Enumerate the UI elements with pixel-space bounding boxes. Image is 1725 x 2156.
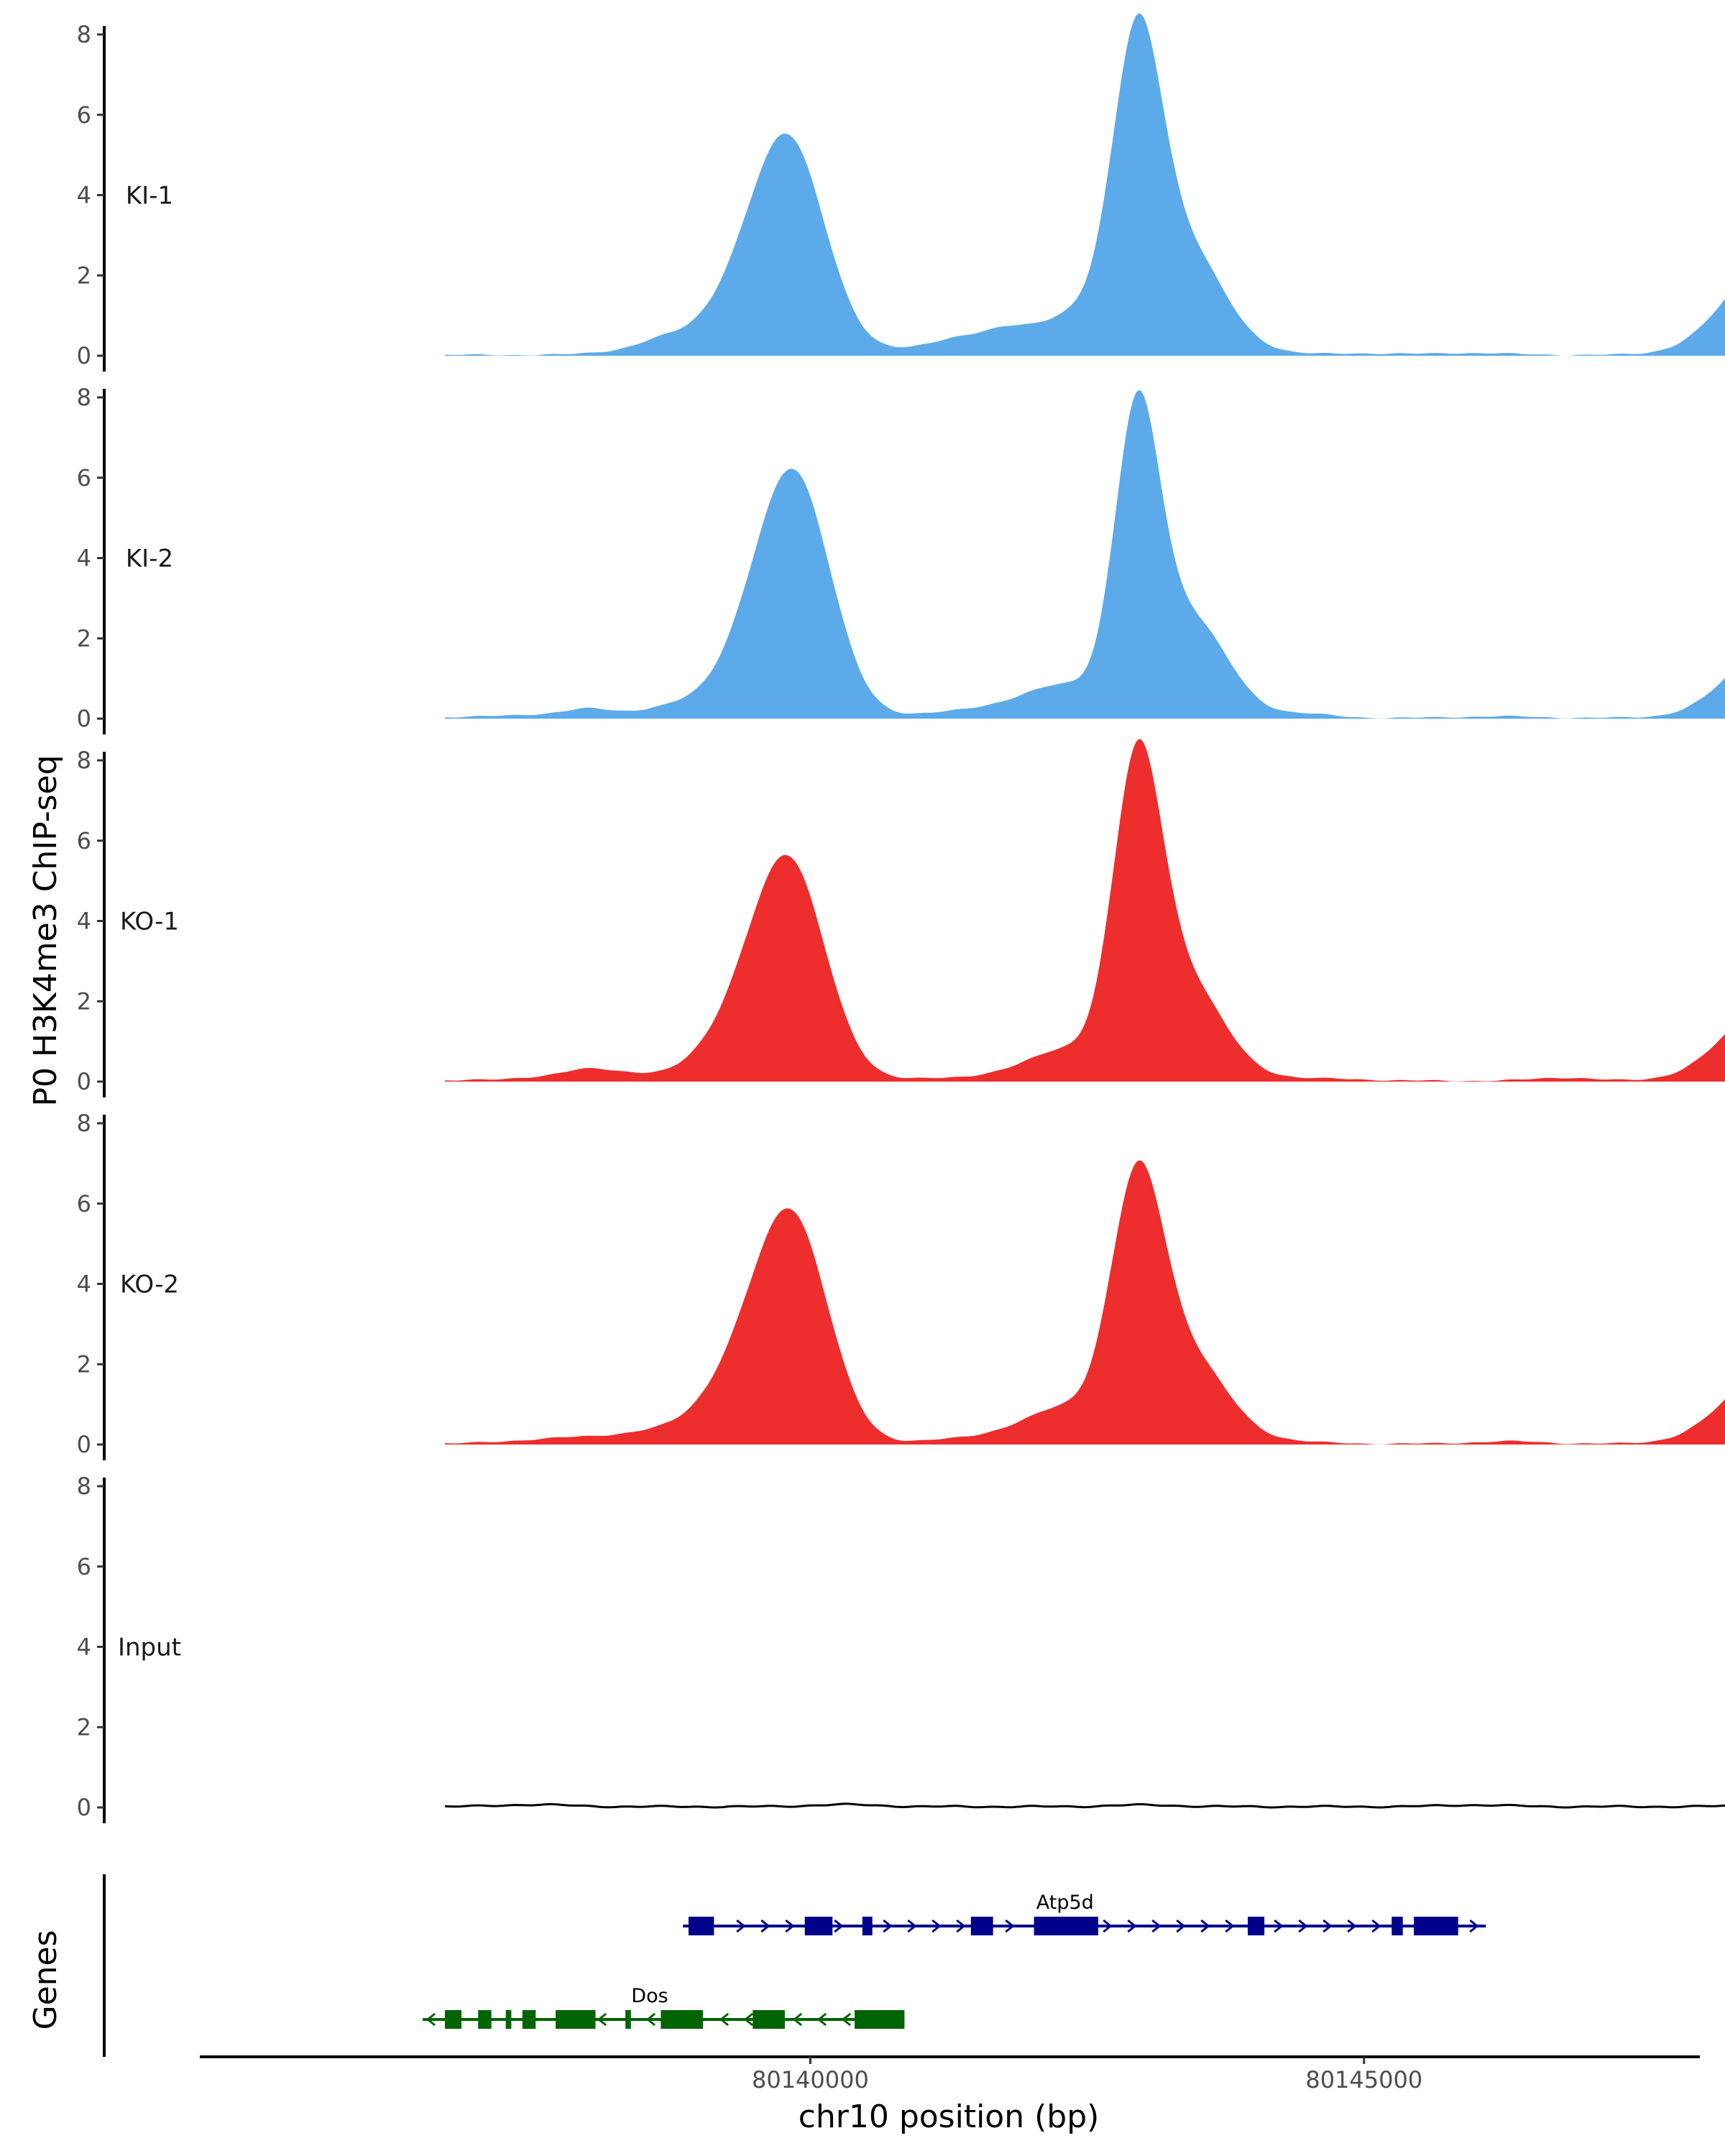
gene-annotation-panel: 8014000080145000Atp5dDosMidn xyxy=(103,1874,1700,2093)
y-tick-label: 8 xyxy=(77,21,91,48)
gene-exon xyxy=(661,2010,703,2029)
y-tick-label: 4 xyxy=(77,1271,91,1298)
gene-exon xyxy=(1392,1917,1403,1935)
gene-exon xyxy=(556,2010,596,2029)
gene-label: Atp5d xyxy=(1036,1892,1094,1914)
x-axis-title: chr10 position (bp) xyxy=(799,2099,1100,2135)
signal-area xyxy=(445,390,1725,719)
gene-exon xyxy=(478,2010,492,2029)
signal-line xyxy=(444,1802,1725,1809)
y-tick-label: 6 xyxy=(77,464,91,492)
track-label: Input xyxy=(118,1634,181,1662)
strand-arrow xyxy=(719,2012,730,2027)
strand-arrow xyxy=(645,2012,656,2027)
gene-exon xyxy=(804,1917,833,1935)
gene-exon xyxy=(753,2010,785,2029)
y-axis-title: P0 H3K4me3 ChIP-seq xyxy=(27,755,64,1106)
strand-arrow xyxy=(883,1919,893,1933)
strand-arrow xyxy=(426,2012,436,2027)
gene-exon xyxy=(522,2010,536,2029)
strand-arrow xyxy=(760,1919,770,1933)
track-ko-1: 0 2 4 6 8 KO-1 xyxy=(77,739,1725,1097)
y-tick-label: 0 xyxy=(77,1431,91,1458)
gene-exon xyxy=(444,2010,462,2029)
y-tick-label: 6 xyxy=(77,101,91,129)
y-tick-label: 8 xyxy=(77,1473,91,1500)
strand-arrow xyxy=(932,1919,942,1933)
strand-arrow xyxy=(1274,1919,1284,1933)
y-tick-label: 4 xyxy=(77,908,91,935)
strand-arrow xyxy=(1200,1919,1210,1933)
y-tick-label: 2 xyxy=(77,262,91,289)
track-ko-2: 0 2 4 6 8 KO-2 xyxy=(77,1110,1725,1460)
signal-area xyxy=(445,13,1725,356)
gene-atp5d: Atp5d xyxy=(683,1892,1486,1935)
gene-exon xyxy=(1248,1917,1265,1935)
strand-arrow xyxy=(1322,1919,1333,1933)
track-label: KI-1 xyxy=(126,182,173,211)
y-tick-label: 6 xyxy=(77,827,91,854)
x-tick-label: 80140000 xyxy=(752,2066,869,2093)
strand-arrow xyxy=(785,1919,795,1933)
strand-arrow xyxy=(736,1919,746,1933)
strand-arrow xyxy=(1347,1919,1357,1933)
gene-exon xyxy=(688,1917,714,1935)
strand-arrow xyxy=(1103,1919,1113,1933)
strand-arrow xyxy=(1151,1919,1162,1933)
gene-exon xyxy=(1034,1917,1098,1935)
strand-arrow xyxy=(743,2012,754,2027)
strand-arrow xyxy=(1469,1919,1479,1933)
x-tick-label: 80145000 xyxy=(1305,2066,1422,2093)
y-tick-label: 8 xyxy=(77,747,91,774)
y-tick-label: 0 xyxy=(77,342,91,369)
y-tick-label: 6 xyxy=(77,1553,91,1580)
signal-area xyxy=(445,739,1725,1082)
strand-arrow xyxy=(907,1919,917,1933)
strand-arrow xyxy=(1127,1919,1137,1933)
genes-axis-title: Genes xyxy=(27,1930,64,2030)
strand-arrow xyxy=(816,2012,827,2027)
y-tick-label: 8 xyxy=(77,384,91,411)
y-tick-label: 4 xyxy=(77,1634,91,1661)
y-tick-label: 2 xyxy=(77,1713,91,1741)
track-ki-2: 0 2 4 6 8 KI-2 xyxy=(77,384,1725,734)
strand-arrow xyxy=(792,2012,803,2027)
y-tick-label: 0 xyxy=(77,705,91,732)
gene-exon xyxy=(1414,1917,1458,1935)
strand-arrow xyxy=(1225,1919,1235,1933)
strand-arrow xyxy=(841,2012,852,2027)
y-tick-label: 2 xyxy=(77,625,91,652)
gene-exon xyxy=(505,2010,512,2029)
y-tick-label: 8 xyxy=(77,1110,91,1137)
track-label: KO-1 xyxy=(120,908,179,936)
strand-arrow xyxy=(597,2012,607,2027)
signal-tracks: 0 2 4 6 8 KI-1 0 2 4 6 8 KI-2 0 2 4 6 8 KO-1 0 2 4 6 8 KO-2 0 2 4 6… xyxy=(77,13,1725,1823)
y-tick-label: 2 xyxy=(77,987,91,1015)
y-tick-label: 6 xyxy=(77,1190,91,1217)
gene-label: Dos xyxy=(631,1985,668,2007)
y-tick-label: 4 xyxy=(77,545,91,572)
gene-exon xyxy=(862,1917,873,1935)
gene-exon xyxy=(970,1917,993,1935)
strand-arrow xyxy=(1005,1919,1015,1933)
track-ki-1: 0 2 4 6 8 KI-1 xyxy=(77,13,1725,372)
gene-exon xyxy=(855,2010,905,2029)
strand-arrow xyxy=(1371,1919,1381,1933)
y-tick-label: 2 xyxy=(77,1350,91,1378)
strand-arrow xyxy=(1176,1919,1186,1933)
strand-arrow xyxy=(956,1919,966,1933)
y-tick-label: 4 xyxy=(77,182,91,209)
y-tick-label: 0 xyxy=(77,1794,91,1821)
strand-arrow xyxy=(834,1919,844,1933)
gene-dos: Dos xyxy=(423,1985,905,2029)
track-label: KO-2 xyxy=(120,1271,179,1299)
y-tick-label: 0 xyxy=(77,1068,91,1095)
strand-arrow xyxy=(1298,1919,1308,1933)
gene-exon xyxy=(625,2010,631,2029)
signal-area xyxy=(445,1160,1725,1445)
track-label: KI-2 xyxy=(126,545,173,573)
track-input: 0 2 4 6 8 Input xyxy=(77,1473,1725,1823)
